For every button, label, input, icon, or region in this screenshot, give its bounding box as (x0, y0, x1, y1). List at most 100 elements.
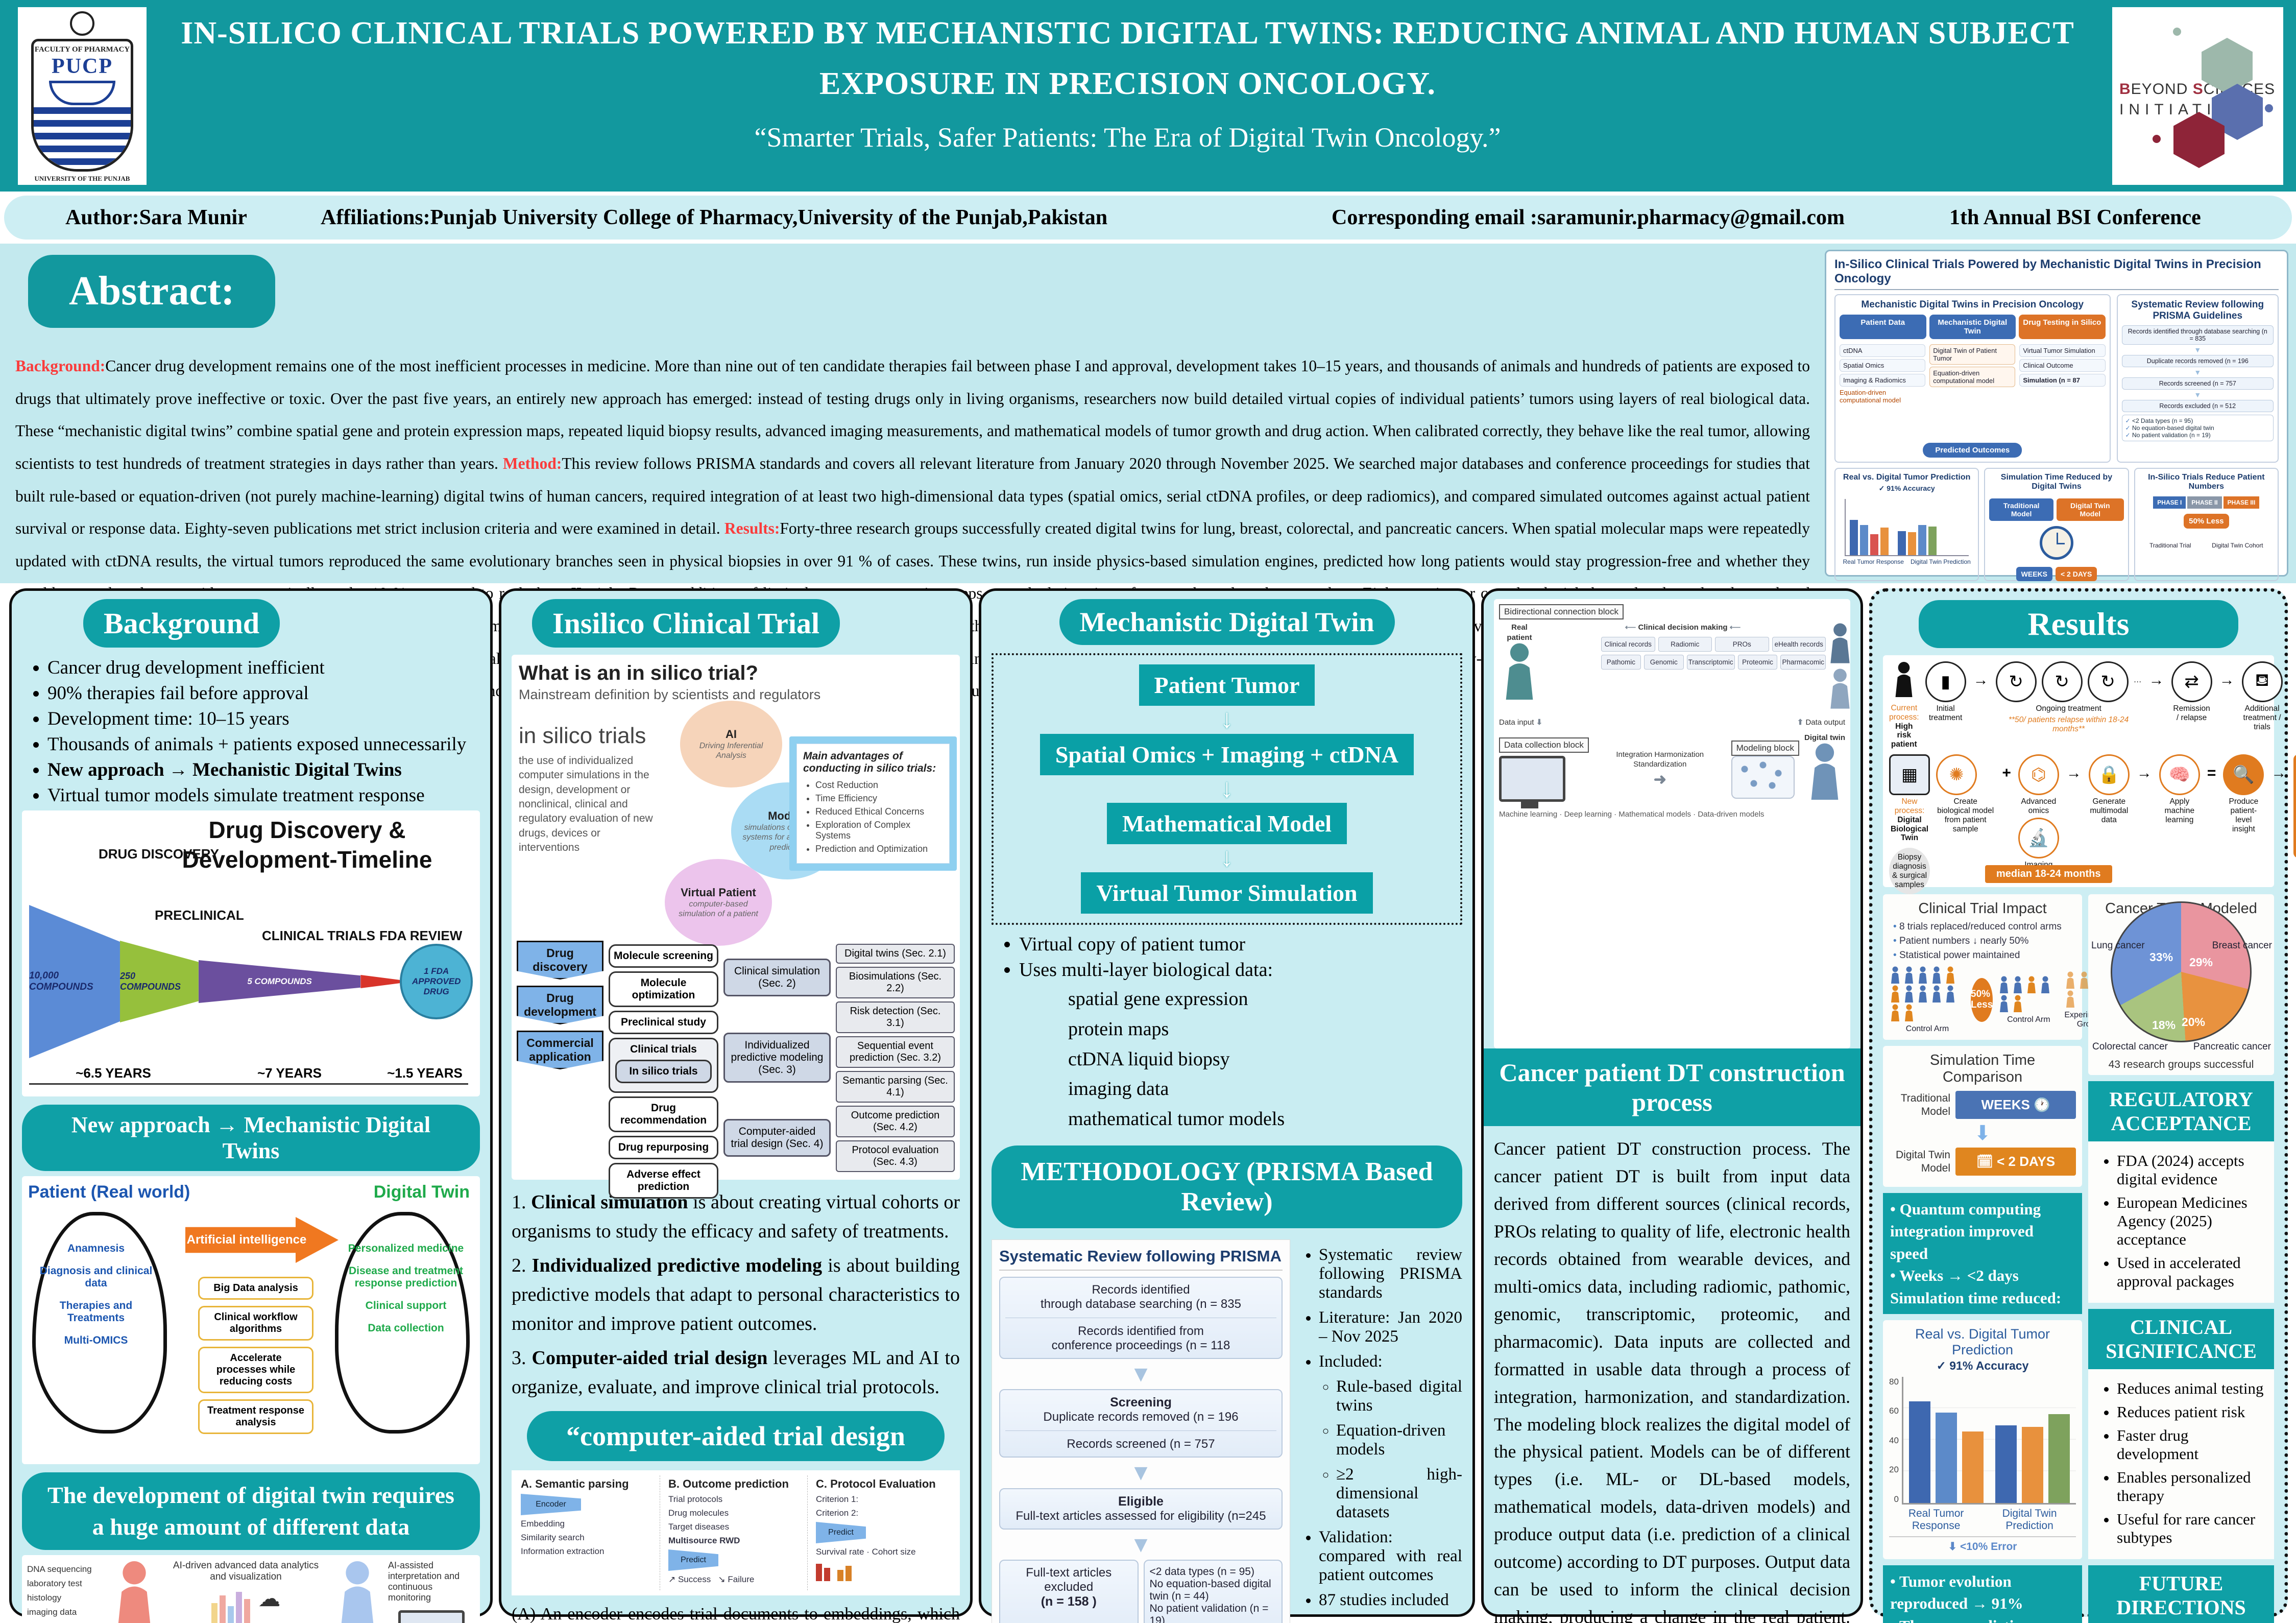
ai-box: Accelerate processes while reducing cost… (198, 1347, 313, 1393)
data-type-cell: Pharmacomic (1780, 654, 1826, 670)
subsection-box: Outcome prediction (Sec. 4.2) (836, 1106, 955, 1137)
ai-arrow: Artificial intelligence (185, 1217, 339, 1263)
background-bullet: Thousands of animals + patients exposed … (47, 733, 480, 755)
additional-treatment-step: ⛾ Additional treatment / trials (2241, 661, 2283, 731)
affiliation: Affiliations:Punjab University College o… (321, 206, 1108, 229)
clin-bullet: Reduces patient risk (2117, 1403, 2266, 1421)
stage-box: Molecule screening (609, 944, 718, 968)
x-label: Real Tumor Response (1908, 1507, 1964, 1532)
subsection-box: Sequential event prediction (Sec. 3.2) (836, 1036, 955, 1068)
data-type-cell: eHealth records (1772, 636, 1826, 652)
dt-construction-figure: Bidirectional connection block Real pati… (1494, 599, 1850, 1048)
prisma-box-screening: Screening Duplicate records removed (n =… (999, 1389, 1283, 1458)
analytics-label: AI-driven advanced data analytics and vi… (173, 1560, 319, 1583)
mech-sub-item: ctDNA liquid biopsy (1068, 1048, 1230, 1070)
mech-bullet: Uses multi-layer biological data: (1019, 959, 1462, 981)
monitoring-label: AI-assisted interpretation and continuou… (388, 1560, 460, 1603)
figure-subtitle: Mainstream definition by scientists and … (519, 687, 821, 702)
abstract-method-text: This review follows PRISMA standards and… (15, 454, 1810, 538)
data-source: clinical history (27, 1621, 104, 1623)
header-banner: FACULTY OF PHARMACY PUCP UNIVERSITY OF T… (0, 0, 2296, 192)
flow-patient-tumor: Patient Tumor (1139, 664, 1315, 706)
poster-tagline: “Smarter Trials, Safer Patients: The Era… (754, 122, 1501, 153)
omics-imaging-step: ⌬Advanced omics 🔬Imaging (2018, 754, 2059, 869)
summary-chart-xlabel: Real Tumor Response (1843, 558, 1904, 565)
corresponding-email[interactable]: Corresponding email :saramunir.pharmacy@… (1332, 206, 1845, 229)
panel-item: Criterion 1: (816, 1494, 859, 1504)
digital-twin-label: Digital Twin (373, 1182, 470, 1202)
stage-label: PRECLINICAL (155, 908, 244, 923)
numbered-item: 1. Clinical simulation is about creating… (512, 1191, 960, 1242)
bar (2022, 1427, 2044, 1503)
data-source-labels: DNA sequencing laboratory test histology… (27, 1560, 104, 1623)
year-span: ~1.5 YEARS (381, 1065, 468, 1085)
arrow-down-icon: ↓ (1220, 774, 1234, 803)
ai-box: Treatment response analysis (198, 1399, 313, 1434)
mech-heading: Mechanistic Digital Twin (1059, 599, 1395, 645)
ml-network-icon (1731, 755, 1795, 799)
prisma-mini-excl-item: No equation-based digital twin (2125, 424, 2270, 432)
arrow-down-icon: ▼ (2194, 391, 2202, 399)
numbered-item: 3. Computer-aided trial design leverages… (512, 1347, 960, 1398)
calendar-icon: 🗓 (1976, 1154, 1993, 1169)
mech-sub-item: imaging data (1068, 1078, 1169, 1100)
bar (1898, 531, 1906, 555)
digital-twin-label: Digital twin (1804, 733, 1845, 742)
what-is-insilico-figure: What is an in silico trial? Mainstream d… (512, 655, 960, 1199)
phase-chip: PHASE II (2187, 496, 2222, 509)
funnel-title: Drug Discovery & Development-Timeline (182, 817, 432, 873)
collection-block-label: Data collection block (1499, 737, 1589, 753)
bar (1850, 520, 1858, 555)
chart-accuracy-annotation: ✓ 91% Accuracy (1936, 1358, 2029, 1372)
mech-sub-item: spatial gene expression (1068, 988, 1248, 1010)
patient-item: Multi-OMICS (64, 1334, 128, 1346)
summary-data-item: Spatial Omics (1840, 359, 1926, 372)
section-box: Individualized predictive modeling (Sec.… (723, 1032, 831, 1083)
molecule-dot-icon (2153, 135, 2161, 143)
data-output-label: ⬆ Data output (1797, 718, 1845, 727)
bar (1936, 1413, 1957, 1503)
advantage-item: Exploration of Complex Systems (815, 820, 943, 841)
crest-acronym: PUCP (52, 55, 113, 78)
real-patient-label: Real patient (1507, 623, 1532, 642)
digital-twin-block: Digital twin (1804, 733, 1845, 807)
summary-prisma-title: Systematic Review following PRISMA Guide… (2131, 299, 2264, 321)
mech-sub-item: protein maps (1068, 1018, 1169, 1040)
patient-item: Diagnosis and clinical data (39, 1265, 153, 1289)
crest-arc-text: FACULTY OF PHARMACY (34, 45, 130, 54)
x-label: Digital Twin Prediction (2002, 1507, 2057, 1532)
plus-icon: + (2002, 765, 2011, 782)
bar-group-real (1850, 499, 1889, 555)
crest-shield-icon: FACULTY OF PHARMACY PUCP (31, 39, 133, 172)
control-arm-group: Control Arm (1889, 966, 1966, 1034)
patient-data-list: Anamnesis Diagnosis and clinical data Th… (32, 1232, 160, 1357)
results-heading: Results (1919, 600, 2238, 648)
data-sources-figure: DNA sequencing laboratory test histology… (22, 1555, 480, 1623)
summary-chart-title: Real vs. Digital Tumor Prediction (1843, 473, 1971, 482)
stage-label: CLINICAL TRIALS (262, 928, 375, 943)
clock-icon: 🕐 (2034, 1097, 2050, 1112)
data-collection-block: Data collection block (1499, 737, 1589, 808)
quantum-band: • Quantum computing integration improved… (1883, 1193, 2082, 1314)
subsection-box: Digital twins (Sec. 2.1) (836, 944, 955, 964)
clin-bullet: Faster drug development (2117, 1426, 2266, 1463)
summary-time-title: Simulation Time Reduced by Digital Twins (2000, 473, 2113, 491)
summary-cohort-label: Digital Twin Cohort (2212, 542, 2263, 549)
arrow-down-icon: ⬇ (1974, 1122, 1991, 1144)
arrow-right-icon: → (2271, 765, 2287, 782)
arrow-right-icon: → (2148, 672, 2164, 688)
median-band: median 18-24 months (1985, 865, 2112, 883)
arrow-right-icon: → (2066, 765, 2082, 782)
patient-head-outline (32, 1212, 167, 1434)
decision-label: ⟵ Clinical decision making ⟵ (1625, 623, 1741, 632)
twin-item: Clinical support (365, 1300, 447, 1311)
chip-mech-twin: Mechanistic Digital Twin (1929, 315, 2016, 339)
panel-item: Trial protocols (668, 1494, 723, 1504)
funnel-stage-preclinical: 250 COMPOUNDS (119, 941, 199, 1022)
chevron-commercial: Commercial application (517, 1031, 603, 1069)
regulatory-acceptance-panel: REGULATORY ACCEPTANCE FDA (2024) accepts… (2088, 1081, 2274, 1303)
future-directions-panel: FUTURE DIRECTIONS AI + quantum integrati… (2088, 1565, 2274, 1623)
impact-bullet: Statistical power maintained (1893, 950, 2076, 961)
background-bullet: Development time: 10–15 years (47, 708, 480, 730)
summary-sim-note: Simulation (n = 87 (2019, 374, 2106, 387)
